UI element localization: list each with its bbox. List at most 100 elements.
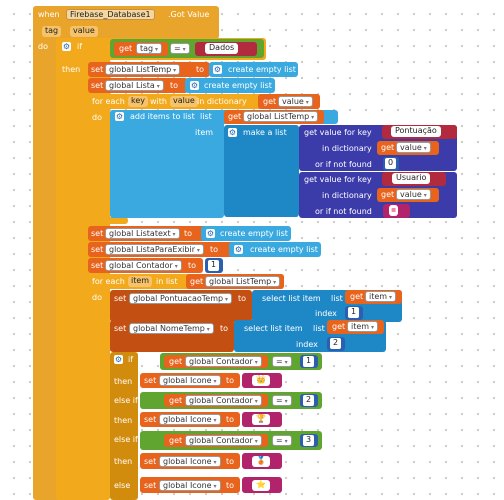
var-dropdown[interactable]: global ListaParaExibir	[105, 244, 204, 255]
in-dictionary-label: in dictionary	[322, 144, 372, 153]
event-name: .Got Value	[168, 10, 210, 19]
create-empty-list-block[interactable]	[201, 226, 291, 241]
var-dropdown[interactable]: global Listatext	[105, 228, 180, 239]
number-1[interactable]: 1	[303, 356, 314, 367]
for-each-keyword: for each	[92, 97, 125, 106]
to-keyword: to	[188, 261, 197, 270]
get-value-label: get value for key	[304, 175, 372, 184]
equals-operator[interactable]: =	[272, 356, 292, 367]
icon-crown[interactable]: 👑	[252, 375, 270, 386]
add-items-label: add items to list	[130, 112, 195, 121]
then-keyword: then	[114, 457, 133, 466]
var-dropdown[interactable]: global Contador	[185, 395, 262, 406]
var-dropdown[interactable]: global Lista	[105, 80, 164, 91]
gear-icon[interactable]: ⚙	[234, 245, 243, 254]
value-dropdown[interactable]: value	[396, 189, 431, 200]
value-dropdown[interactable]: value	[278, 96, 313, 107]
item-param[interactable]: item	[128, 276, 153, 287]
get-keyword: get	[119, 44, 133, 53]
to-keyword: to	[226, 481, 235, 490]
icon-medal[interactable]: 🥉	[252, 456, 270, 467]
get-keyword: get	[263, 97, 277, 106]
to-keyword: to	[238, 294, 247, 303]
equals-operator[interactable]: =	[272, 435, 292, 446]
text-key[interactable]: Usuario	[392, 173, 431, 184]
when-keyword: when	[38, 10, 60, 19]
gear-icon[interactable]: ⚙	[213, 65, 222, 74]
add-items-block[interactable]	[110, 110, 224, 218]
icon-star[interactable]: ⭐	[252, 480, 270, 491]
number-3[interactable]: 3	[303, 435, 314, 446]
get-keyword: get	[169, 357, 183, 366]
var-dropdown[interactable]: global NomeTemp	[129, 323, 214, 334]
var-dropdown[interactable]: global Icone	[159, 375, 221, 386]
make-a-list-label: make a list	[243, 128, 287, 137]
tag-dropdown[interactable]: tag	[136, 43, 163, 54]
gear-icon[interactable]: ⚙	[114, 355, 123, 364]
number-1[interactable]: 1	[208, 260, 219, 271]
set-keyword: set	[144, 376, 157, 385]
else-keyword: else	[114, 481, 131, 490]
set-keyword: set	[144, 415, 157, 424]
item-dropdown[interactable]: item	[347, 321, 378, 332]
var-dropdown[interactable]: global Icone	[159, 414, 221, 425]
var-dropdown[interactable]: global PontuacaoTemp	[129, 293, 232, 304]
to-keyword: to	[226, 457, 235, 466]
select-list-item-label: select list item	[244, 324, 303, 333]
gear-icon[interactable]: ⚙	[228, 128, 237, 137]
gear-icon[interactable]: ⚙	[190, 81, 199, 90]
value-param[interactable]: value	[170, 96, 198, 107]
key-param[interactable]: key	[128, 96, 149, 107]
number-0[interactable]: 0	[385, 158, 396, 169]
index-label: index	[296, 340, 318, 349]
item-dropdown[interactable]: item	[365, 291, 396, 302]
create-empty-list-block[interactable]	[229, 242, 321, 257]
create-empty-list-block[interactable]	[185, 78, 275, 93]
get-keyword: get	[381, 190, 395, 199]
select-list-item-label: select list item	[262, 294, 321, 303]
component-selector[interactable]: Firebase_Database1	[66, 9, 155, 20]
foreach-dict-block[interactable]	[88, 94, 110, 224]
var-dropdown[interactable]: global Contador	[105, 260, 182, 271]
param-value[interactable]: value	[70, 26, 98, 37]
set-keyword: set	[144, 481, 157, 490]
create-empty-list-label: create empty list	[204, 81, 272, 90]
param-tag[interactable]: tag	[42, 26, 62, 37]
make-a-list-block[interactable]	[224, 125, 299, 217]
var-dropdown[interactable]: global ListTemp	[243, 111, 319, 122]
number-1[interactable]: 1	[348, 307, 359, 318]
var-dropdown[interactable]: global ListTemp	[105, 64, 181, 75]
not-found-label: or if not found	[315, 207, 372, 216]
create-empty-list-block[interactable]	[209, 62, 298, 77]
if-contador-block[interactable]	[110, 352, 138, 500]
set-keyword: set	[114, 294, 127, 303]
list-label: list	[313, 324, 325, 333]
var-dropdown[interactable]: global Contador	[185, 356, 262, 367]
equals-operator[interactable]: =	[170, 43, 190, 54]
text-empty[interactable]: ▪	[389, 205, 399, 216]
equals-operator[interactable]: =	[272, 395, 292, 406]
to-keyword: to	[226, 415, 235, 424]
index-label: index	[315, 309, 337, 318]
create-empty-list-label: create empty list	[250, 245, 318, 254]
text-dados[interactable]: Dados	[205, 43, 239, 54]
var-dropdown[interactable]: global Contador	[185, 435, 262, 446]
var-dropdown[interactable]: global Icone	[159, 456, 221, 467]
foreach-list-block[interactable]	[88, 274, 110, 500]
gear-icon[interactable]: ⚙	[62, 42, 71, 51]
icon-trophy[interactable]: 🏆	[252, 414, 270, 425]
number-2[interactable]: 2	[330, 338, 341, 349]
number-2[interactable]: 2	[303, 395, 314, 406]
in-dictionary-label: in dictionary	[322, 191, 372, 200]
to-keyword: to	[210, 245, 219, 254]
var-dropdown[interactable]: global ListTemp	[205, 276, 281, 287]
var-dropdown[interactable]: global Icone	[159, 480, 221, 491]
set-keyword: set	[91, 229, 104, 238]
value-dropdown[interactable]: value	[396, 142, 431, 153]
to-keyword: to	[220, 324, 229, 333]
text-key[interactable]: Pontuação	[391, 126, 441, 137]
gear-icon[interactable]: ⚙	[206, 229, 215, 238]
to-keyword: to	[226, 376, 235, 385]
foreach-dict-footer[interactable]	[88, 217, 128, 224]
gear-icon[interactable]: ⚙	[115, 112, 124, 121]
